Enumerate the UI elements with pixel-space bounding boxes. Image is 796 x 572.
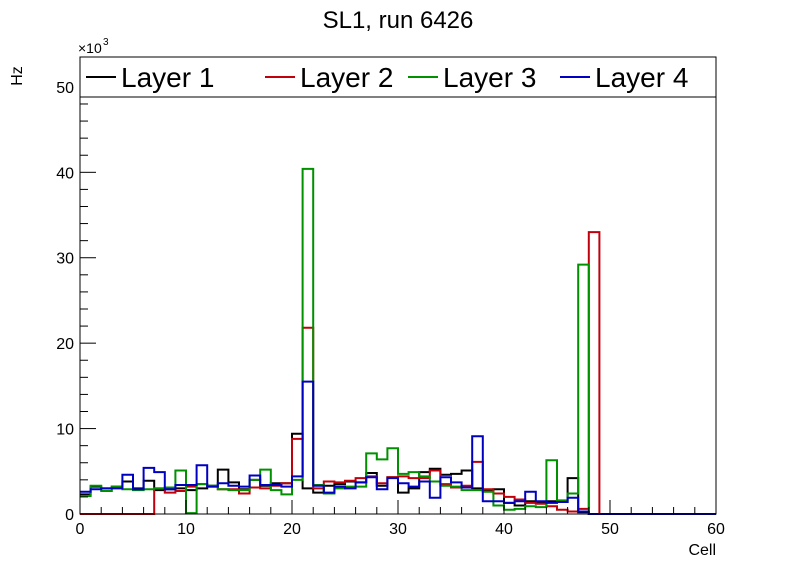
legend-label-layer-4: Layer 4: [595, 62, 688, 93]
x-tick-label: 30: [389, 521, 407, 538]
x-tick-label: 20: [283, 521, 301, 538]
x-axis-title: Cell: [688, 542, 716, 559]
chart-title: SL1, run 6426: [323, 7, 474, 34]
x-axis: 0 10 20 30 40 50 60: [76, 500, 725, 538]
x-tick-label: 0: [76, 521, 85, 538]
x-tick-label: 50: [601, 521, 619, 538]
y-tick-label: 30: [56, 251, 74, 268]
y-tick-label: 10: [56, 422, 74, 439]
legend-label-layer-3: Layer 3: [443, 62, 536, 93]
y-tick-label: 0: [65, 507, 74, 524]
y-multiplier-base: ×10: [78, 40, 102, 56]
x-tick-label: 10: [177, 521, 195, 538]
y-multiplier: ×10 3: [78, 37, 109, 56]
series-layer: [80, 167, 716, 515]
x-tick-label: 60: [707, 521, 725, 538]
legend-label-layer-2: Layer 2: [300, 62, 393, 93]
y-tick-label: 40: [56, 165, 74, 182]
y-axis: 0 10 20 30 40 50: [56, 69, 96, 524]
series-line-layer-4: [80, 380, 716, 515]
y-tick-label: 20: [56, 336, 74, 353]
y-multiplier-exponent: 3: [103, 37, 109, 48]
x-tick-label: 40: [495, 521, 513, 538]
legend: Layer 1 Layer 2 Layer 3 Layer 4: [79, 56, 717, 98]
series-line-layer-3: [80, 167, 716, 515]
y-axis-title: Hz: [9, 66, 26, 86]
y-tick-label: 50: [56, 80, 74, 97]
legend-box: [79, 56, 717, 98]
legend-label-layer-1: Layer 1: [121, 62, 214, 93]
